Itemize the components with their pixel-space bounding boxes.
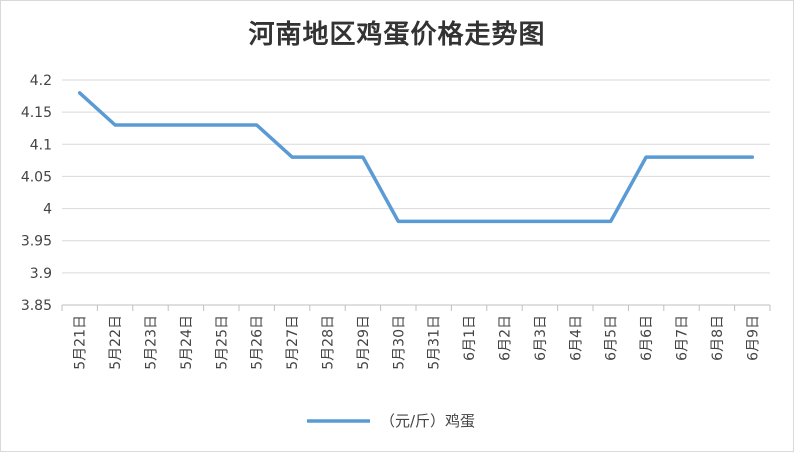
x-tick-label: 5月30日 (391, 315, 407, 370)
x-tick-label: 6月6日 (639, 315, 655, 361)
x-tick-label: 5月24日 (179, 315, 195, 370)
y-axis: 3.85 3.9 3.95 4 4.05 4.1 4.15 4.2 (21, 73, 52, 314)
chart-title: 河南地区鸡蛋价格走势图 (248, 20, 546, 50)
y-tick-label: 4.15 (21, 105, 52, 121)
x-tick-label: 5月22日 (108, 315, 124, 370)
y-tick-label: 4.1 (30, 137, 52, 153)
y-tick-label: 4 (43, 202, 52, 218)
x-axis: 5月21日 5月22日 5月23日 5月24日 5月25日 5月26日 5月27日 5月28日… (61, 304, 771, 370)
x-tick-label: 6月4日 (568, 315, 584, 361)
y-tick-label: 3.85 (21, 298, 52, 314)
y-tick-label: 4.2 (30, 73, 52, 89)
gridlines (62, 79, 770, 306)
series-layer (77, 91, 755, 224)
x-tick-label: 6月5日 (604, 315, 620, 361)
x-tick-label: 5月26日 (250, 315, 266, 370)
x-tick-label: 6月7日 (675, 315, 691, 361)
x-tick-label: 5月23日 (144, 315, 160, 370)
x-tick-label: 5月31日 (427, 315, 443, 370)
legend-label: （元/斤）鸡蛋 (380, 412, 475, 430)
x-tick-label: 6月1日 (462, 315, 478, 361)
x-tick-label: 5月27日 (285, 315, 301, 370)
x-tick-label: 5月21日 (73, 315, 89, 370)
x-tick-label: 6月8日 (710, 315, 726, 361)
y-tick-label: 3.95 (21, 234, 52, 250)
y-tick-label: 4.05 (21, 169, 52, 185)
x-tick-label: 5月25日 (214, 315, 230, 370)
x-tick-label: 6月9日 (745, 315, 761, 361)
x-tick-label: 5月29日 (356, 315, 372, 370)
x-tick-label: 6月3日 (533, 315, 549, 361)
legend: （元/斤）鸡蛋 (307, 412, 475, 430)
x-tick-label: 6月2日 (498, 315, 514, 361)
y-tick-label: 3.9 (30, 266, 52, 282)
x-tick-label: 5月28日 (321, 315, 337, 370)
series-line (77, 91, 755, 224)
